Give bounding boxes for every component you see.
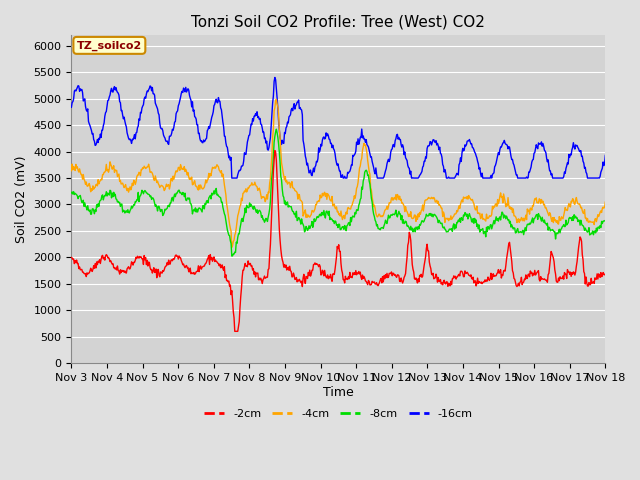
X-axis label: Time: Time (323, 385, 354, 398)
Y-axis label: Soil CO2 (mV): Soil CO2 (mV) (15, 156, 28, 243)
Text: TZ_soilco2: TZ_soilco2 (77, 40, 142, 50)
Title: Tonzi Soil CO2 Profile: Tree (West) CO2: Tonzi Soil CO2 Profile: Tree (West) CO2 (191, 15, 485, 30)
Legend: -2cm, -4cm, -8cm, -16cm: -2cm, -4cm, -8cm, -16cm (200, 404, 477, 423)
